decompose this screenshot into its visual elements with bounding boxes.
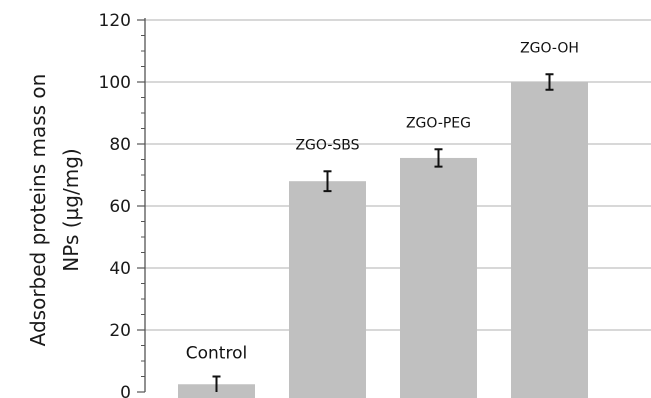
error-bar-zgo-peg — [434, 148, 443, 168]
bars — [178, 73, 588, 398]
bar-labels: Control ZGO-SBS ZGO-PEG ZGO-OH — [186, 40, 579, 363]
bar-label-zgo-oh: ZGO-OH — [520, 40, 579, 56]
bar-label-zgo-peg: ZGO-PEG — [406, 115, 471, 131]
bar-label-zgo-sbs: ZGO-SBS — [295, 137, 359, 153]
y-axis-label-line-1: Adsorbed proteins mass on — [26, 74, 50, 347]
y-tick-label: 120 — [99, 11, 131, 31]
y-tick-label: 40 — [109, 259, 131, 279]
error-bar-zgo-oh — [545, 73, 554, 91]
y-tick-label: 20 — [109, 321, 131, 341]
bar-zgo-oh — [511, 82, 588, 398]
error-bar-control — [212, 375, 221, 392]
error-bar-zgo-sbs — [323, 170, 332, 193]
bar-zgo-sbs — [289, 181, 366, 398]
y-axis: 0 20 40 60 80 100 120 — [99, 11, 146, 398]
y-tick-label: 100 — [99, 73, 131, 93]
y-tick-label: 0 — [120, 383, 131, 398]
y-axis-label-line-2: NPs (µg/mg) — [59, 148, 83, 271]
y-tick-label: 60 — [109, 197, 131, 217]
y-tick-label: 80 — [109, 135, 131, 155]
bar-zgo-peg — [400, 157, 477, 398]
bar-label-control: Control — [186, 343, 247, 363]
